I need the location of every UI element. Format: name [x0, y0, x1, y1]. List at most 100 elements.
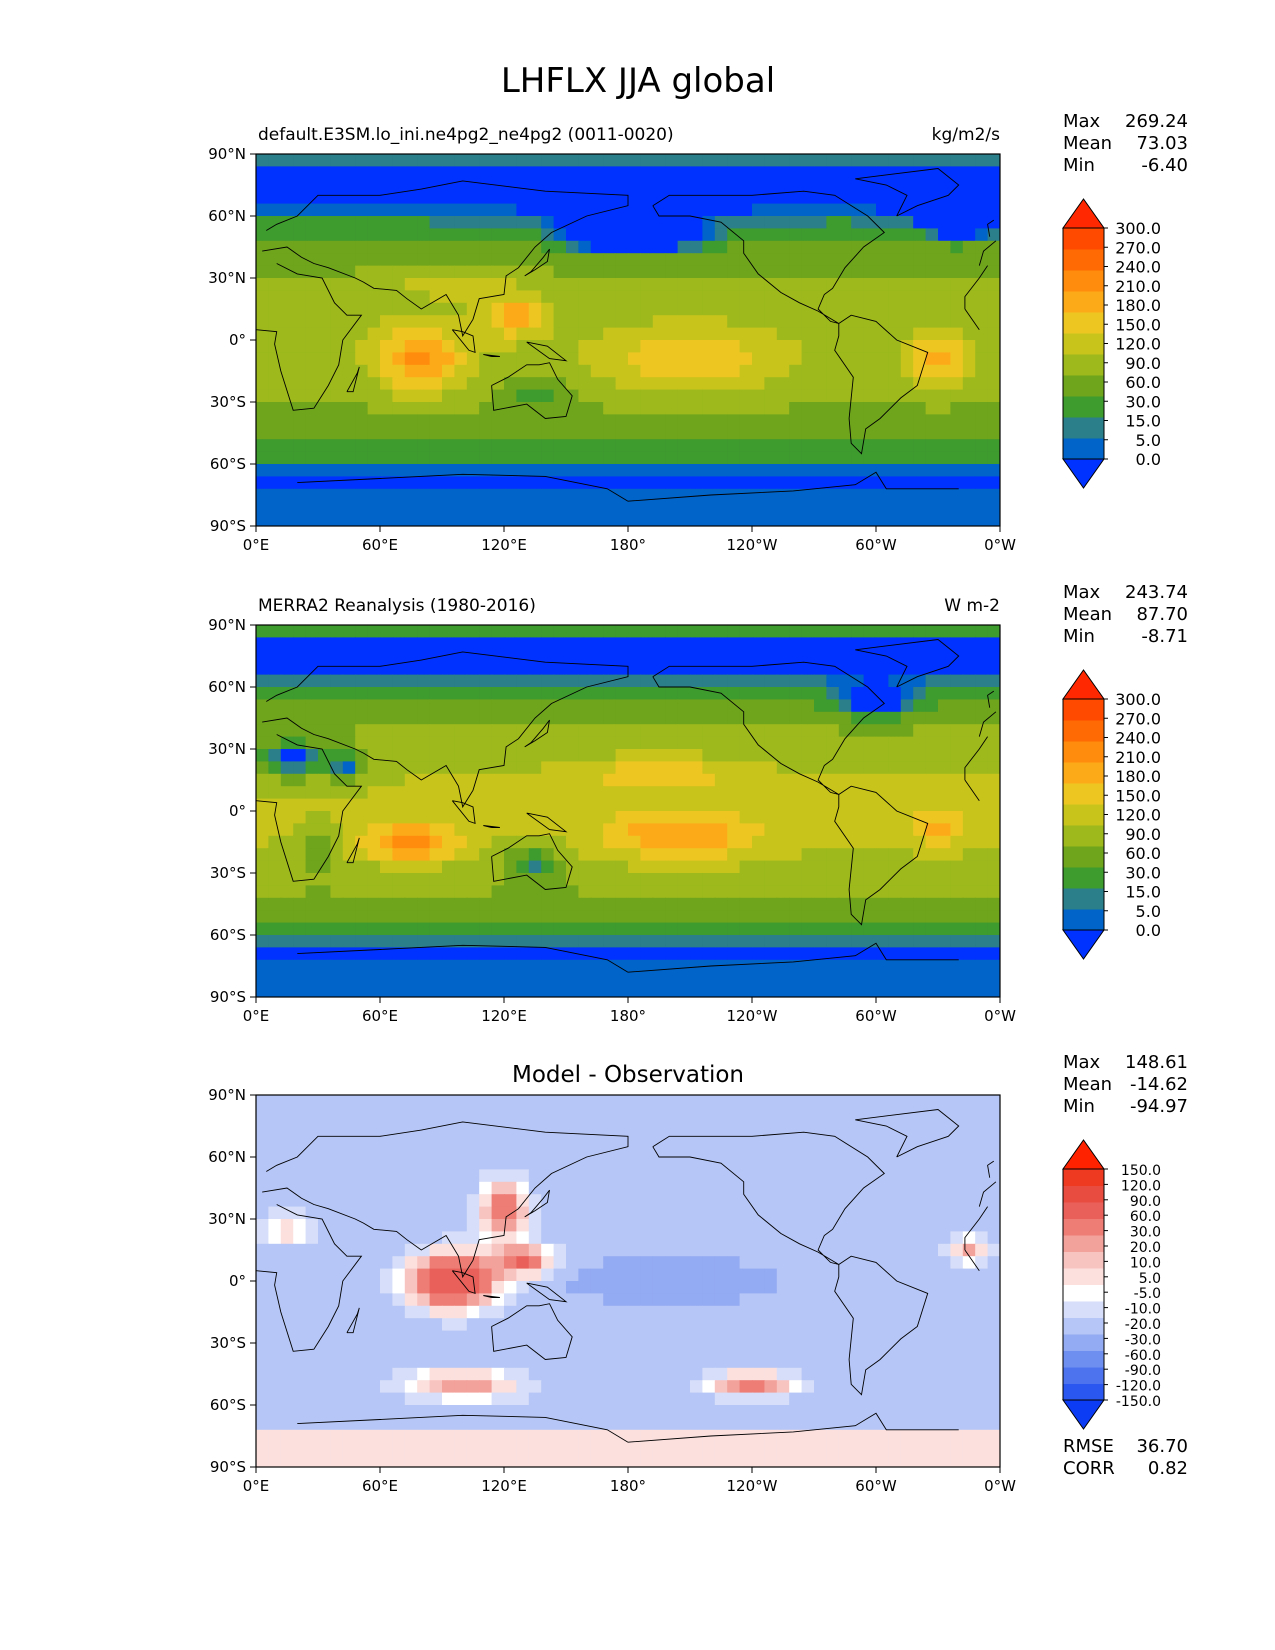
colorbar-segment	[1063, 228, 1104, 250]
colorbar-segment	[1063, 291, 1104, 313]
colorbar-label: 5.0	[1136, 902, 1161, 921]
coastline	[526, 812, 568, 833]
coastline	[524, 1189, 550, 1218]
map-field	[256, 1095, 1000, 1467]
lon-tick-label: 120°W	[727, 536, 778, 554]
colorbar-label: -60.0	[1125, 1348, 1161, 1364]
lat-tick-label: 60°S	[210, 1396, 246, 1414]
colorbar-segment	[1063, 1169, 1104, 1186]
lon-tick-label: 120°E	[481, 1007, 527, 1025]
colorbar-label: 15.0	[1125, 883, 1161, 902]
lat-tick-label: 60°S	[210, 926, 246, 944]
colorbar-label: 5.0	[1136, 431, 1161, 450]
colorbar-label: -30.0	[1125, 1332, 1161, 1348]
coastline	[491, 1303, 573, 1360]
colorbar: -150.0-120.0-90.0-60.0-30.0-20.0-10.0-5.…	[1062, 1139, 1161, 1430]
stat-label-max: Max	[1063, 582, 1101, 603]
colorbar-segment	[1063, 1383, 1104, 1401]
colorbar-label: 15.0	[1125, 412, 1161, 431]
colorbar-segment	[1063, 1301, 1104, 1318]
lat-tick-label: 60°N	[208, 207, 246, 225]
coastline	[451, 1270, 476, 1295]
coastline	[346, 1307, 360, 1334]
coastline	[526, 1282, 568, 1303]
colorbar-label: 270.0	[1115, 709, 1161, 728]
colorbar-label: 120.0	[1121, 1178, 1161, 1194]
colorbar-label: 10.0	[1130, 1255, 1161, 1271]
lat-tick-label: 60°S	[210, 455, 246, 473]
colorbar-label: 240.0	[1115, 729, 1161, 748]
coastline	[524, 248, 550, 277]
stat-label-mean: Mean	[1063, 133, 1112, 154]
colorbar-segment	[1063, 699, 1104, 721]
colorbar-label: 120.0	[1115, 335, 1161, 354]
lon-tick-label: 180°	[610, 536, 646, 554]
coastline	[483, 825, 500, 828]
lon-tick-label: 60°W	[855, 536, 897, 554]
colorbar: 0.05.015.030.060.090.0120.0150.0180.0210…	[1062, 669, 1161, 960]
coastlines	[256, 639, 997, 973]
stat-label-mean: Mean	[1063, 1074, 1112, 1095]
stat-label-min: Min	[1063, 1096, 1095, 1117]
stat-label-mean: Mean	[1063, 604, 1112, 625]
coastline	[834, 314, 929, 455]
colorbar-extend-max	[1062, 198, 1105, 229]
colorbar-label: 0.0	[1136, 450, 1161, 469]
lat-tick-label: 90°S	[210, 1458, 246, 1476]
lat-tick-label: 0°	[229, 331, 246, 349]
panel-model: 90°N 60°N 30°N 0° 30°S 60°S 90°S0°E 60°E 120°E 18…	[208, 111, 1188, 554]
panel-obs: 90°N 60°N 30°N 0° 30°S 60°S 90°S0°E 60°E 120°E 18…	[208, 582, 1188, 1025]
coastline	[451, 800, 476, 825]
coastline	[297, 1412, 959, 1443]
stat-label-min: Min	[1063, 626, 1095, 647]
coastline	[524, 719, 550, 748]
colorbar-label: 0.0	[1136, 921, 1161, 940]
coastline	[987, 1160, 995, 1178]
coastline	[256, 1204, 988, 1352]
coastline	[987, 219, 995, 237]
colorbar-label: 20.0	[1130, 1240, 1161, 1256]
panel-units: W m-2	[944, 596, 1000, 616]
colorbar-segment	[1063, 1268, 1104, 1285]
lon-tick-label: 0°W	[984, 1007, 1016, 1025]
stat-label-max: Max	[1063, 1052, 1101, 1073]
panel-left-title: MERRA2 Reanalysis (1980-2016)	[258, 596, 536, 616]
panel-diff: 90°N 60°N 30°N 0° 30°S 60°S 90°S0°E 60°E 120°E 18…	[208, 1052, 1188, 1495]
colorbar-segment	[1063, 1367, 1104, 1384]
colorbar-segment	[1063, 333, 1104, 355]
lat-tick-label: 30°S	[210, 1334, 246, 1352]
colorbar-segment	[1063, 720, 1104, 742]
colorbar-segment	[1063, 867, 1104, 889]
lon-tick-label: 0°E	[243, 536, 270, 554]
coastline	[297, 942, 959, 973]
colorbar-extend-max	[1062, 1139, 1105, 1170]
colorbar-segment	[1063, 1350, 1104, 1368]
colorbar-label: -20.0	[1125, 1317, 1161, 1333]
lat-tick-label: 0°	[229, 1272, 246, 1290]
colorbar-segment	[1063, 249, 1104, 271]
lon-tick-label: 60°W	[855, 1007, 897, 1025]
panel-units: kg/m2/s	[932, 125, 1000, 145]
coastline	[652, 1131, 885, 1265]
lon-tick-label: 120°W	[727, 1007, 778, 1025]
coastline	[652, 190, 885, 324]
stat-value-max: 269.24	[1125, 111, 1188, 132]
lon-tick-label: 0°E	[243, 1477, 270, 1495]
coastline	[483, 1295, 500, 1298]
stat-value-min: -94.97	[1130, 1096, 1188, 1117]
lat-tick-label: 90°N	[208, 1086, 246, 1104]
colorbar-extend-min	[1062, 1399, 1105, 1430]
lat-tick-label: 30°N	[208, 1210, 246, 1228]
colorbar-segment	[1063, 888, 1104, 910]
lat-tick-label: 30°S	[210, 393, 246, 411]
coastline	[346, 837, 360, 864]
coastline	[262, 1121, 997, 1279]
stat-value-corr: 0.82	[1148, 1458, 1188, 1479]
colorbar-label: 210.0	[1115, 748, 1161, 767]
colorbar-label: 150.0	[1115, 786, 1161, 805]
lon-tick-label: 0°W	[984, 1477, 1016, 1495]
colorbar-segment	[1063, 375, 1104, 397]
colorbar-extend-max	[1062, 669, 1105, 700]
colorbar-segment	[1063, 825, 1104, 847]
colorbar-segment	[1063, 804, 1104, 826]
